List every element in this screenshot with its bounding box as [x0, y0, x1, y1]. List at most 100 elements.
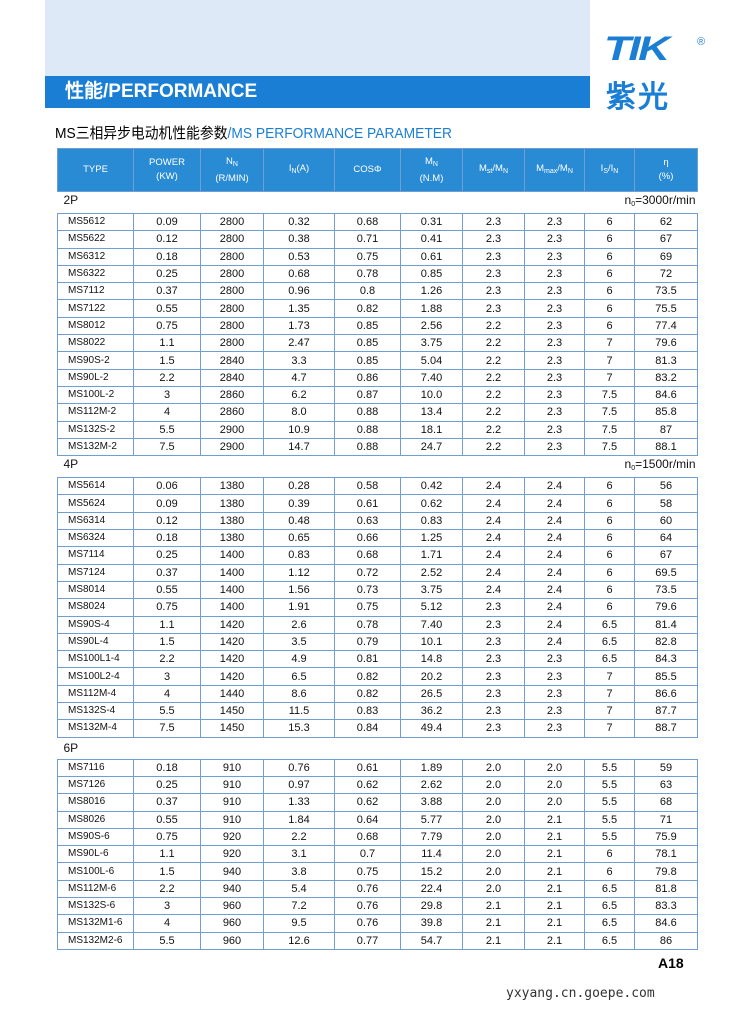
- section-row: 4P n0=1500r/min: [57, 455, 698, 479]
- value-cell: 85.8: [634, 403, 698, 422]
- value-cell: 0.68: [263, 264, 335, 284]
- value-cell: 14.7: [263, 437, 335, 457]
- section-speed: n0=3000r/min: [625, 193, 698, 213]
- value-cell: 4: [133, 684, 201, 704]
- data-row: MS8012 0.75 2800 1.73 0.85 2.56 2.2 2.3 6 77.4: [57, 316, 698, 336]
- value-cell: 7: [584, 351, 635, 370]
- data-row: MS8016 0.37 910 1.33 0.62 3.88 2.0 2.0 5.5 68: [57, 793, 698, 812]
- value-cell: 83.3: [634, 896, 698, 916]
- value-cell: 73.5: [634, 282, 698, 301]
- value-cell: 0.75: [334, 247, 401, 266]
- value-cell: 1.88: [400, 299, 463, 318]
- value-cell: 0.62: [400, 494, 463, 513]
- type-cell: MS8016: [57, 793, 134, 812]
- value-cell: 0.79: [334, 632, 401, 652]
- value-cell: 1.33: [263, 793, 335, 812]
- section-label: 4P: [63, 457, 79, 472]
- data-row: MS8024 0.75 1400 1.91 0.75 5.12 2.3 2.4 6 79.6: [57, 598, 698, 617]
- type-cell: MS100L2-4: [57, 667, 134, 686]
- text: COSΦ: [353, 164, 382, 175]
- type-cell: MS132M1-6: [57, 914, 134, 933]
- data-row: MS6314 0.12 1380 0.48 0.63 0.83 2.4 2.4 6 60: [57, 511, 698, 531]
- header-cell: POWER (KW): [133, 148, 201, 192]
- value-cell: 24.7: [400, 437, 463, 457]
- value-cell: 2800: [200, 299, 264, 318]
- value-cell: 2.2: [462, 316, 525, 336]
- value-cell: 960: [200, 896, 264, 916]
- value-cell: 3.75: [400, 334, 463, 353]
- value-cell: 2.3: [462, 702, 525, 721]
- performance-table: TYPE POWER (KW) NN (R/MIN) IN(A) COSΦ MN (N.M) Ms…: [57, 148, 698, 950]
- value-cell: 2.4: [524, 615, 585, 634]
- value-cell: 0.82: [334, 299, 401, 318]
- value-cell: 0.55: [133, 810, 201, 829]
- subtitle-en: /MS PERFORMANCE PARAMETER: [227, 125, 452, 142]
- value-cell: 39.8: [400, 914, 463, 933]
- value-cell: 2.3: [462, 719, 525, 738]
- value-cell: 2.4: [524, 580, 585, 600]
- header-cell: TYPE: [57, 148, 134, 192]
- value-cell: 7: [584, 719, 635, 738]
- value-cell: 2.2: [462, 368, 525, 387]
- value-cell: 2.3: [462, 615, 525, 634]
- text: M: [479, 162, 487, 174]
- value-cell: 2.3: [462, 632, 525, 652]
- data-row: MS5612 0.09 2800 0.32 0.68 0.31 2.3 2.3 6 62: [57, 212, 698, 232]
- value-cell: 2.1: [462, 914, 525, 933]
- value-cell: 1380: [200, 529, 264, 548]
- type-cell: MS6324: [57, 529, 134, 548]
- data-row: MS7112 0.37 2800 0.96 0.8 1.26 2.3 2.3 6 73.5: [57, 282, 698, 301]
- page-number: A18: [658, 955, 684, 971]
- value-cell: 6: [584, 580, 635, 600]
- value-cell: 0.83: [400, 511, 463, 531]
- type-cell: MS8014: [57, 580, 134, 600]
- value-cell: 2.0: [462, 862, 525, 881]
- value-cell: 3: [133, 667, 201, 686]
- data-row: MS112M-4 4 1440 8.6 0.82 26.5 2.3 2.3 7 86.6: [57, 684, 698, 704]
- value-cell: 910: [200, 758, 264, 777]
- value-cell: 0.55: [133, 580, 201, 600]
- data-row: MS132S-2 5.5 2900 10.9 0.88 18.1 2.2 2.3 7.5 87: [57, 420, 698, 439]
- subscript: N: [432, 160, 438, 168]
- value-cell: 2800: [200, 247, 264, 266]
- value-cell: 2.4: [524, 529, 585, 548]
- header-row: TYPE POWER (KW) NN (R/MIN) IN(A) COSΦ MN (N.M) Ms…: [57, 148, 698, 192]
- value-cell: 2.2: [462, 420, 525, 439]
- type-cell: MS7112: [57, 282, 134, 301]
- value-cell: 0.18: [133, 529, 201, 548]
- value-cell: 6: [584, 563, 635, 582]
- value-cell: 18.1: [400, 420, 463, 439]
- data-row: MS7114 0.25 1400 0.83 0.68 1.71 2.4 2.4 6 67: [57, 546, 698, 565]
- data-row: MS6322 0.25 2800 0.68 0.78 0.85 2.3 2.3 6 72: [57, 264, 698, 284]
- subtitle-cn: MS三相异步电动机性能参数: [55, 125, 228, 142]
- text: /M: [557, 162, 568, 174]
- value-cell: 940: [200, 862, 264, 881]
- value-cell: 86: [634, 931, 698, 950]
- value-cell: 7.79: [400, 827, 463, 847]
- logo-name: 紫光: [606, 81, 670, 114]
- type-cell: MS100L1-4: [57, 650, 134, 669]
- value-cell: 6: [584, 546, 635, 565]
- value-cell: 64: [634, 529, 698, 548]
- value-cell: 0.75: [334, 598, 401, 617]
- type-cell: MS7114: [57, 546, 134, 565]
- value-cell: 0.09: [133, 494, 201, 513]
- subscript: st: [486, 167, 493, 175]
- value-cell: 0.25: [133, 775, 201, 795]
- value-cell: 1.1: [133, 334, 201, 353]
- value-cell: 940: [200, 879, 264, 898]
- data-row: MS100L2-4 3 1420 6.5 0.82 20.2 2.3 2.3 7 85.5: [57, 667, 698, 686]
- value-cell: 960: [200, 914, 264, 933]
- value-cell: 6: [584, 477, 635, 496]
- subtitle: MS三相异步电动机性能参数/MS PERFORMANCE PARAMETER: [55, 122, 452, 143]
- value-cell: 2.4: [524, 598, 585, 617]
- type-cell: MS7126: [57, 775, 134, 795]
- data-row: MS90S-4 1.1 1420 2.6 0.78 7.40 2.3 2.4 6.5 81.4: [57, 615, 698, 634]
- value-cell: 85.5: [634, 667, 698, 686]
- value-cell: 0.72: [334, 563, 401, 582]
- value-cell: 2.4: [524, 546, 585, 565]
- value-cell: 1.89: [400, 758, 463, 777]
- value-cell: 2.1: [524, 931, 585, 950]
- value-cell: 6: [584, 299, 635, 318]
- data-row: MS8022 1.1 2800 2.47 0.85 3.75 2.2 2.3 7 79.6: [57, 334, 698, 353]
